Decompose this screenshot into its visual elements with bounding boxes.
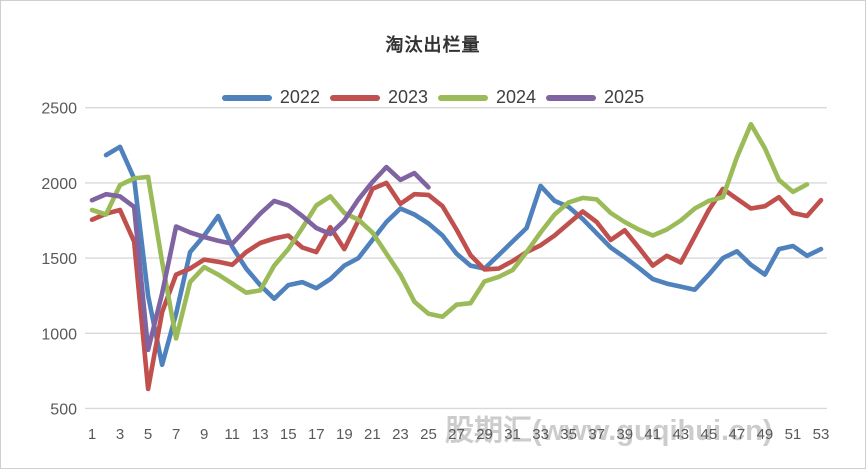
x-tick-label: 17 [308,426,325,443]
legend-label: 2024 [496,87,537,107]
y-tick-label: 500 [50,401,77,418]
series-line-2023 [89,180,824,392]
x-tick-label: 9 [200,426,208,443]
series-line-2025 [89,164,431,353]
legend-item-2022: 2022 [221,87,320,108]
x-tick-label: 35 [560,426,577,443]
x-tick-label: 43 [672,426,689,443]
x-tick-label: 53 [813,426,830,443]
x-tick-label: 25 [420,426,437,443]
x-tick-label: 21 [364,426,381,443]
x-tick-label: 15 [280,426,297,443]
x-tick-label: 49 [757,426,774,443]
legend-item-2024: 2024 [438,87,536,108]
x-tick-label: 31 [504,426,521,443]
y-tick-label: 2500 [41,101,77,118]
x-tick-label: 13 [252,426,269,443]
x-tick-label: 51 [785,426,802,443]
chart-title: 淘汰出栏量 [385,35,481,55]
x-tick-label: 39 [616,426,633,443]
series-line-2024 [89,121,810,341]
legend-label: 2022 [279,87,320,107]
legend-swatch-2022 [221,94,272,101]
x-tick-label: 37 [588,426,605,443]
x-tick-label: 1 [88,426,96,443]
x-tick-label: 23 [392,426,409,443]
legend-item-2023: 2023 [329,87,428,108]
x-tick-label: 45 [700,426,717,443]
legend-swatch-2025 [546,94,597,101]
legend-swatch-2024 [438,94,488,101]
legend-swatch-2023 [329,94,380,101]
x-tick-label: 3 [116,426,124,443]
legend-item-2025: 2025 [546,87,644,108]
y-tick-label: 1000 [41,326,77,343]
watermark-text: 股期汇(www.guqihui.cn) [445,415,773,447]
legend-label: 2025 [604,87,645,107]
x-tick-label: 27 [448,426,465,443]
x-tick-label: 47 [729,426,746,443]
legend: 2022 2023 2024 2025 [1,87,865,108]
x-tick-label: 5 [144,426,152,443]
series-line-2022 [103,144,824,368]
y-tick-label: 2000 [41,176,77,193]
x-tick-label: 41 [644,426,661,443]
x-tick-label: 11 [224,426,240,443]
x-tick-label: 19 [336,426,353,443]
x-tick-label: 29 [476,426,493,443]
x-tick-label: 33 [532,426,549,443]
legend-label: 2023 [387,87,428,107]
y-tick-label: 1500 [41,251,77,268]
x-tick-label: 7 [172,426,180,443]
